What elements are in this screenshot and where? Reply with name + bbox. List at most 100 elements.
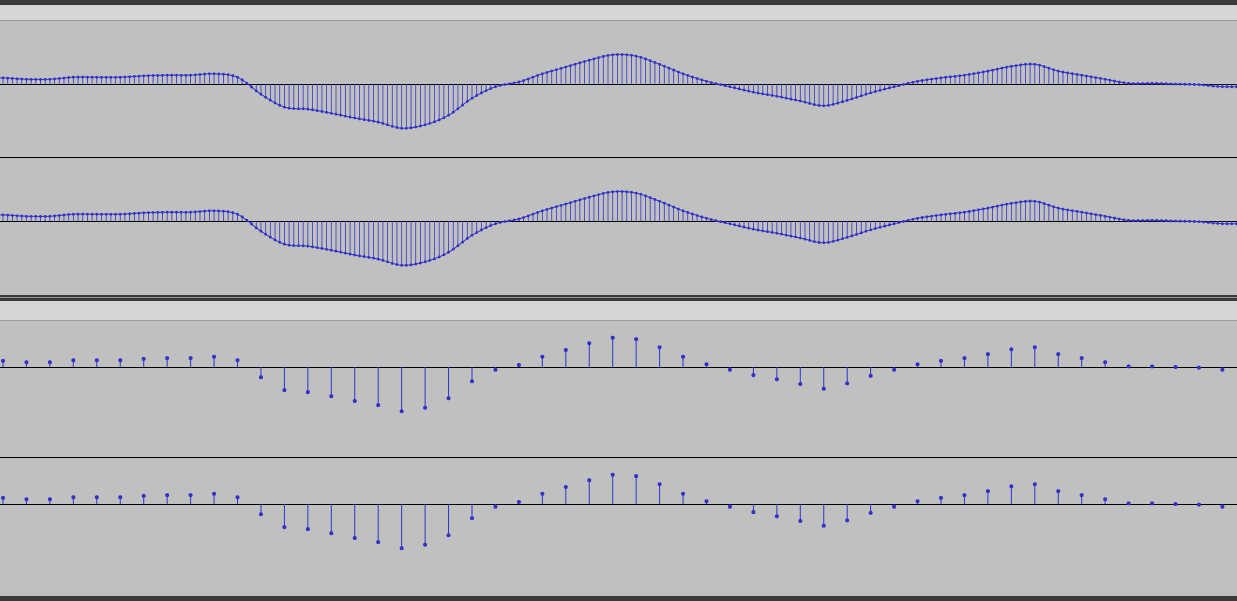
sample-point [47, 497, 52, 502]
sample-point [962, 493, 967, 498]
sample-point [516, 499, 521, 504]
sample-point [235, 358, 240, 363]
sample-point [258, 512, 263, 517]
sample-point [681, 491, 686, 496]
sample-point [399, 409, 404, 414]
sample-point [892, 367, 897, 372]
sample-point [681, 354, 686, 359]
sample-point [71, 358, 76, 363]
track-border [0, 596, 1237, 601]
sample-point [399, 546, 404, 551]
sample-point [1150, 364, 1155, 369]
sample-point [305, 527, 310, 532]
sample-point [235, 495, 240, 500]
sample-point [798, 519, 803, 523]
sample-point [1079, 493, 1084, 498]
sample-point [94, 358, 99, 363]
sample-point [1, 495, 5, 500]
sample-point [305, 390, 310, 395]
sample-point [446, 396, 451, 401]
sample-point [1220, 504, 1225, 509]
sample-point [610, 335, 615, 340]
sample-point [657, 345, 662, 350]
sample-point [985, 352, 990, 357]
sample-point [423, 405, 428, 410]
sample-point [118, 358, 123, 363]
sample-point [470, 379, 474, 384]
sample-point [1, 358, 5, 363]
sample-point [516, 362, 521, 367]
sample-point [352, 536, 357, 540]
sample-point [1126, 364, 1131, 369]
sample-point [868, 510, 873, 515]
sample-point [634, 474, 639, 479]
sample-point [376, 540, 381, 545]
waveform [0, 54, 1237, 129]
sample-point [212, 491, 217, 496]
sample-point [962, 356, 967, 361]
sample-point [868, 373, 873, 378]
sample-point [1220, 367, 1225, 372]
track-header [0, 301, 1237, 320]
track-border [0, 0, 1237, 5]
sample-point [212, 354, 217, 359]
sample-point [751, 373, 756, 378]
sample-point [376, 403, 381, 408]
sample-point [141, 356, 146, 361]
sample-point [1196, 365, 1201, 370]
sample-point [493, 504, 498, 509]
sample-point [704, 362, 709, 367]
sample-point [71, 495, 76, 500]
sample-point [118, 495, 123, 500]
sample-point [587, 478, 592, 483]
sample-point [727, 504, 732, 509]
sample-point [329, 394, 334, 399]
sample-point [915, 499, 920, 504]
sample-point [845, 518, 850, 523]
sample-point [985, 489, 990, 494]
sample-point [798, 382, 803, 386]
sample-point [610, 472, 615, 477]
waveform [0, 191, 1237, 266]
sample-point [24, 497, 29, 502]
sample-point [470, 516, 474, 521]
sample-point [821, 386, 826, 391]
sample-point [423, 542, 428, 547]
sample-point [446, 533, 451, 538]
sample-point [563, 485, 568, 489]
sample-point [165, 493, 170, 498]
track-header [0, 5, 1237, 20]
sample-point [634, 337, 639, 342]
sample-point [258, 375, 263, 380]
sample-point [704, 499, 709, 504]
sample-point [493, 367, 498, 372]
sample-point [1056, 352, 1061, 357]
sample-point [821, 523, 826, 528]
sample-point [141, 493, 146, 498]
sample-point [24, 360, 29, 365]
sample-point [892, 504, 897, 509]
sample-point [188, 493, 193, 498]
sample-point [352, 399, 357, 403]
sample-point [1126, 501, 1131, 506]
waveforms [0, 53, 1237, 551]
sample-point [282, 388, 287, 393]
sample-point [774, 514, 779, 519]
sample-point [939, 358, 943, 363]
sample-point [1196, 502, 1201, 507]
sample-point [1009, 347, 1014, 352]
sample-point [188, 356, 193, 361]
sample-point [915, 362, 920, 367]
sample-point [845, 381, 850, 386]
sample-point [540, 354, 545, 359]
sample-point [1009, 484, 1014, 489]
sample-point [1150, 501, 1155, 506]
sample-point [563, 348, 568, 352]
sample-point [1056, 489, 1061, 494]
sample-point [282, 525, 287, 530]
sample-point [540, 491, 545, 496]
sample-point [1173, 502, 1178, 506]
sample-point [774, 377, 779, 382]
sample-point [939, 495, 943, 500]
